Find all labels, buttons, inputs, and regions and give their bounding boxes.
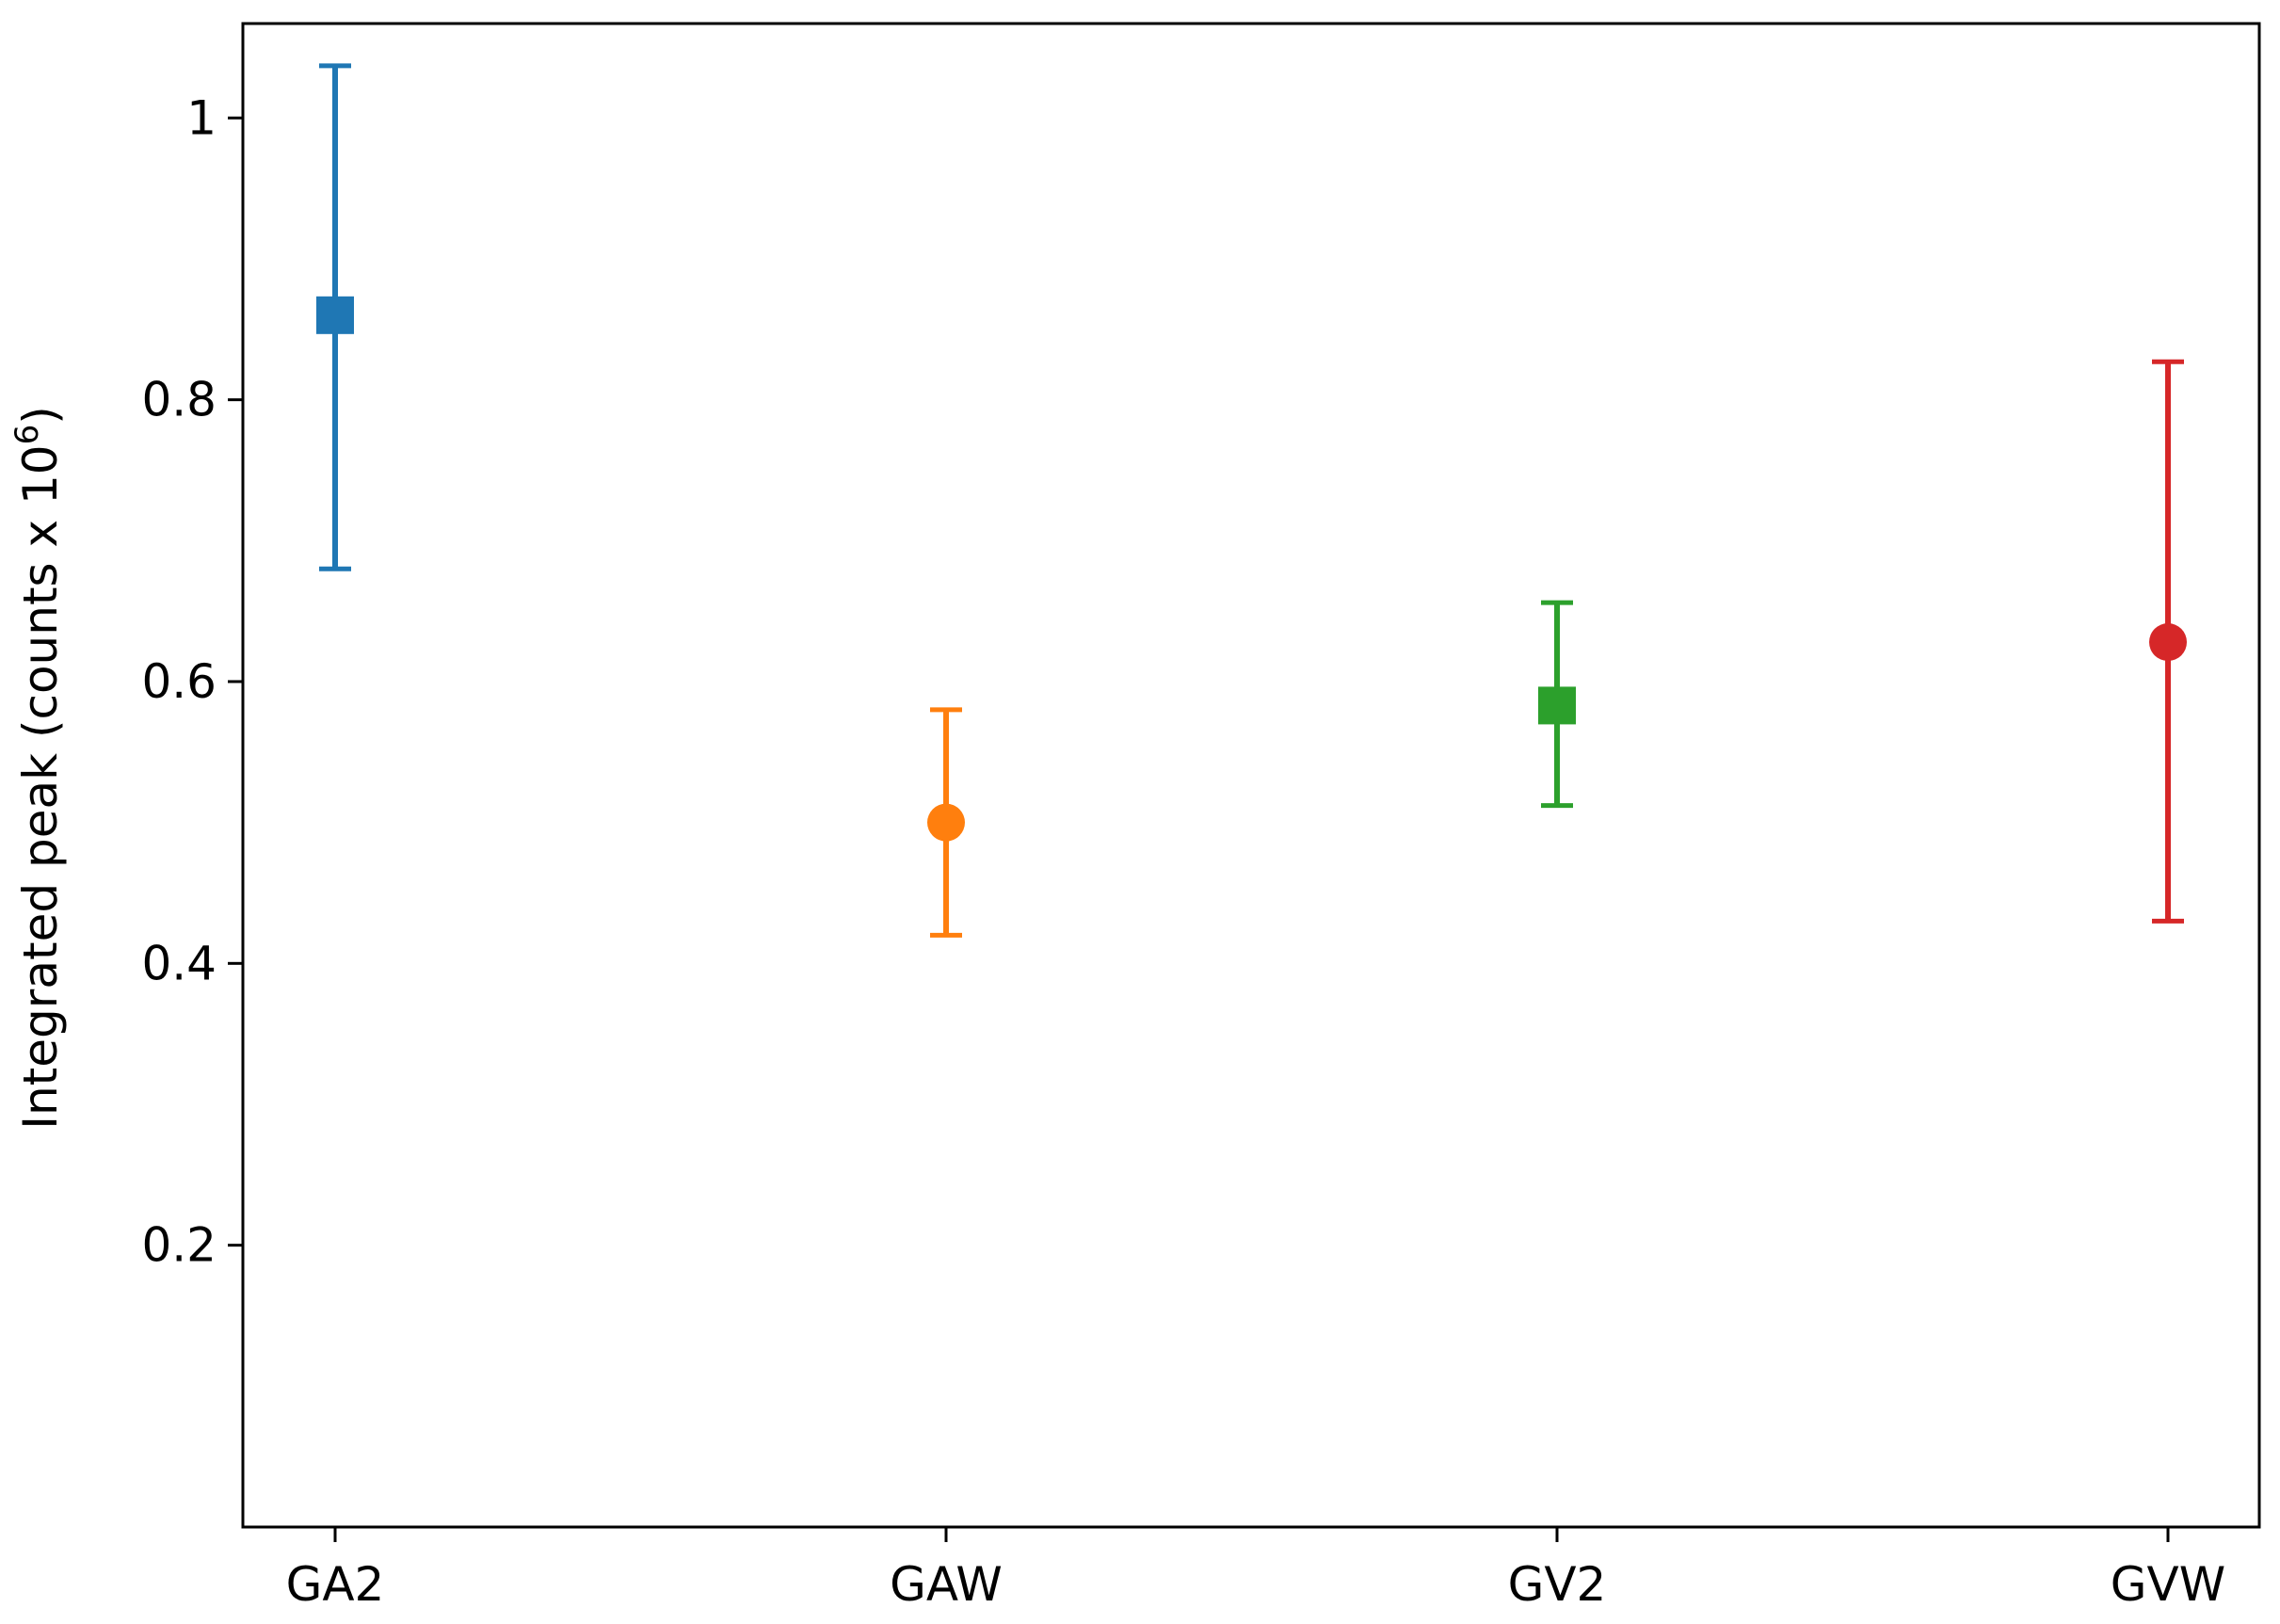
y-axis-title-suffix: )	[13, 406, 68, 425]
y-axis-title: Integrated peak (counts x 106)	[8, 406, 68, 1130]
data-marks	[316, 63, 2187, 938]
x-tick-label: GAW	[890, 1557, 1003, 1612]
marker-ga2	[316, 296, 354, 334]
marker-gv2	[1538, 686, 1576, 725]
marker-gaw	[927, 803, 965, 842]
y-axis-ticks: 0.2 0.4 0.6 0.8 1	[141, 90, 243, 1273]
y-tick-label: 1	[186, 90, 217, 145]
x-tick-label: GVW	[2111, 1557, 2225, 1612]
marker-gvw	[2149, 623, 2187, 662]
plot-frame	[241, 22, 2261, 1529]
x-tick-label: GA2	[286, 1557, 385, 1612]
y-tick-label: 0.4	[141, 936, 217, 990]
y-tick-label: 0.6	[141, 654, 217, 709]
x-axis-ticks: GA2 GAW GV2 GVW	[286, 1527, 2225, 1612]
y-tick-label: 0.2	[141, 1218, 217, 1273]
y-axis-title-exponent: 6	[8, 425, 46, 445]
y-tick-label: 0.8	[141, 373, 217, 427]
y-axis-title-main: Integrated peak (counts x 10	[13, 444, 68, 1129]
x-tick-label: GV2	[1508, 1557, 1607, 1612]
